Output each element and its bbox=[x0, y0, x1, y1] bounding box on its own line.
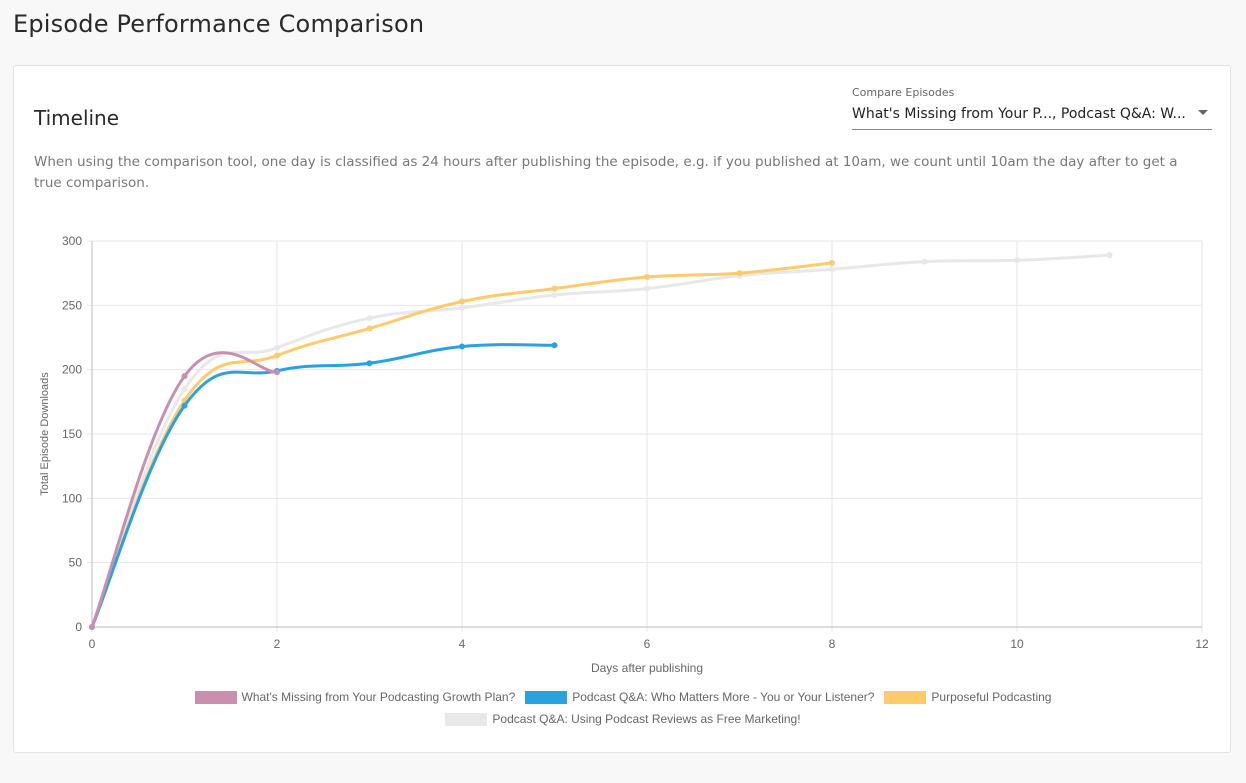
x-tick-label: 12 bbox=[1195, 637, 1209, 651]
chevron-down-icon[interactable] bbox=[1198, 110, 1208, 115]
data-point[interactable] bbox=[459, 343, 465, 350]
x-axis-label: Days after publishing bbox=[591, 661, 703, 675]
chart-grid bbox=[87, 240, 1203, 632]
x-tick-label: 6 bbox=[644, 637, 651, 651]
page-title: Episode Performance Comparison bbox=[13, 10, 425, 38]
compare-episodes-value: What's Missing from Your P..., Podcast Q… bbox=[852, 106, 1186, 122]
legend-swatch bbox=[884, 690, 927, 704]
legend-label: What's Missing from Your Podcasting Grow… bbox=[241, 690, 516, 704]
series-line bbox=[90, 351, 279, 629]
legend-row: Podcast Q&A: Using Podcast Reviews as Fr… bbox=[0, 708, 1246, 730]
data-point[interactable] bbox=[366, 325, 373, 332]
legend-label: Podcast Q&A: Using Podcast Reviews as Fr… bbox=[492, 712, 801, 726]
data-point[interactable] bbox=[1106, 252, 1113, 259]
legend-item[interactable]: Podcast Q&A: Using Podcast Reviews as Fr… bbox=[445, 712, 801, 726]
data-point[interactable] bbox=[551, 292, 558, 299]
x-tick-label: 0 bbox=[89, 637, 96, 651]
series-2 bbox=[89, 342, 558, 630]
data-point[interactable] bbox=[366, 360, 373, 367]
data-point[interactable] bbox=[366, 315, 373, 322]
legend-swatch bbox=[194, 690, 237, 704]
y-tick-label: 50 bbox=[69, 556, 83, 570]
data-point[interactable] bbox=[644, 285, 650, 292]
y-tick-label: 100 bbox=[62, 491, 82, 505]
data-point[interactable] bbox=[551, 342, 558, 349]
card-title: Timeline bbox=[34, 106, 120, 130]
chart-axes bbox=[91, 241, 1202, 628]
y-tick-label: 0 bbox=[75, 620, 82, 634]
data-point[interactable] bbox=[89, 624, 95, 630]
data-point[interactable] bbox=[1014, 257, 1020, 264]
data-point[interactable] bbox=[644, 274, 650, 281]
x-tick-label: 4 bbox=[459, 637, 466, 651]
y-tick-label: 150 bbox=[62, 427, 82, 441]
data-point[interactable] bbox=[736, 270, 743, 277]
x-tick-label: 2 bbox=[274, 637, 281, 651]
data-point[interactable] bbox=[181, 385, 188, 392]
comparison-description: When using the comparison tool, one day … bbox=[34, 154, 1178, 191]
y-tick-label: 300 bbox=[62, 234, 82, 248]
timeline-card: Timeline Compare Episodes What's Missing… bbox=[13, 65, 1231, 753]
data-point[interactable] bbox=[274, 369, 280, 376]
x-tick-label: 10 bbox=[1010, 637, 1024, 651]
y-axis-label: Total Episode Downloads bbox=[39, 372, 51, 496]
data-point[interactable] bbox=[459, 304, 465, 311]
data-point[interactable] bbox=[181, 402, 188, 409]
x-tick-label: 8 bbox=[829, 637, 836, 651]
legend-swatch bbox=[525, 690, 568, 704]
data-point[interactable] bbox=[274, 352, 280, 359]
data-point[interactable] bbox=[829, 266, 835, 273]
y-tick-label: 250 bbox=[62, 298, 82, 312]
legend-label: Purposeful Podcasting bbox=[931, 690, 1052, 704]
legend-row: What's Missing from Your Podcasting Grow… bbox=[0, 686, 1246, 708]
chart-tick-labels: 0 2 4 6 8 10 12 0 50 100 150 200 250 300 bbox=[62, 234, 1209, 651]
legend-swatch bbox=[445, 712, 488, 726]
legend-item[interactable]: Purposeful Podcasting bbox=[884, 690, 1051, 704]
data-point[interactable] bbox=[921, 258, 928, 265]
legend-label: Podcast Q&A: Who Matters More - You or Y… bbox=[572, 690, 875, 704]
data-point[interactable] bbox=[829, 259, 835, 266]
legend-item[interactable]: What's Missing from Your Podcasting Grow… bbox=[194, 690, 516, 704]
series-line bbox=[90, 253, 1111, 629]
data-point[interactable] bbox=[274, 344, 280, 351]
compare-episodes-label: Compare Episodes bbox=[852, 86, 955, 99]
chart-series bbox=[89, 252, 1113, 630]
data-point[interactable] bbox=[459, 298, 465, 305]
timeline-chart: 0 2 4 6 8 10 12 0 50 100 150 200 250 300 Days after p… bbox=[39, 234, 1209, 675]
series-line bbox=[90, 343, 556, 629]
data-point[interactable] bbox=[551, 285, 558, 292]
chart-legend: What's Missing from Your Podcasting Grow… bbox=[0, 686, 1246, 730]
y-tick-label: 200 bbox=[62, 363, 82, 377]
compare-episodes-select[interactable]: What's Missing from Your P..., Podcast Q… bbox=[852, 103, 1212, 130]
series-4 bbox=[89, 252, 1113, 630]
legend-item[interactable]: Podcast Q&A: Who Matters More - You or Y… bbox=[525, 690, 874, 704]
compare-episodes-field: Compare Episodes What's Missing from You… bbox=[852, 86, 1212, 130]
data-point[interactable] bbox=[181, 373, 188, 380]
series-1 bbox=[89, 351, 280, 630]
